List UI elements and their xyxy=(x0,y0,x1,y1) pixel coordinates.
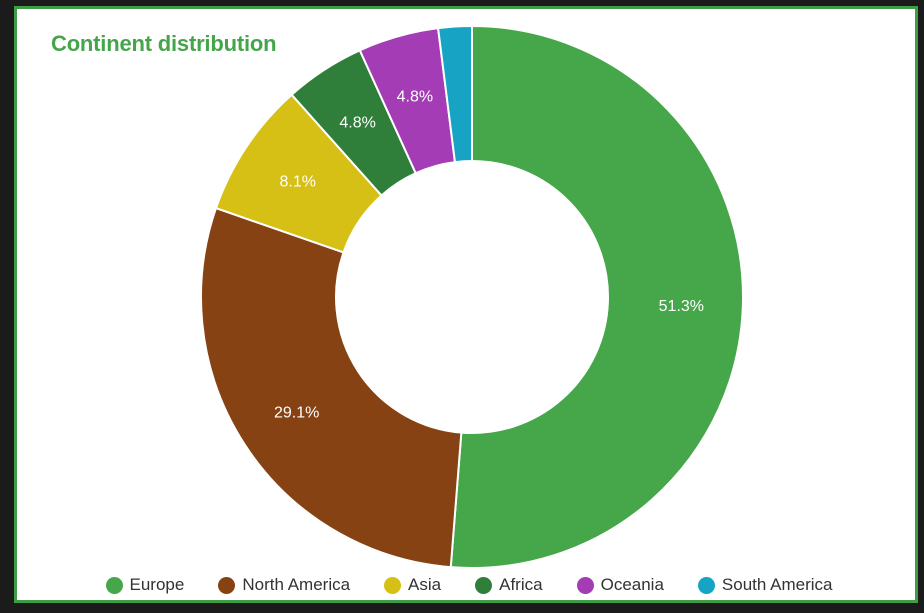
legend-item-north-america[interactable]: North America xyxy=(218,575,350,595)
slice-north-america[interactable] xyxy=(200,206,463,569)
legend-item-africa[interactable]: Africa xyxy=(475,575,543,595)
chart-card: Continent distribution 51.3% 29.1% 8.1% 4.8… xyxy=(14,6,918,603)
slice-label-oceania: 4.8% xyxy=(397,88,433,105)
donut-chart: 51.3% 29.1% 8.1% 4.8% 4.8% xyxy=(200,24,744,569)
slice-south-america[interactable] xyxy=(436,24,473,164)
legend-item-south-america[interactable]: South America xyxy=(697,575,833,595)
legend-swatch xyxy=(576,576,594,594)
chart-title: Continent distribution xyxy=(51,31,277,56)
chart-legend: Europe North America Asia Africa Oceania Sout… xyxy=(17,575,921,595)
legend-item-oceania[interactable]: Oceania xyxy=(576,575,664,595)
slice-label-asia: 8.1% xyxy=(280,174,316,191)
legend-label: Africa xyxy=(499,575,543,594)
legend-swatch xyxy=(384,576,402,594)
slice-label-north-america: 29.1% xyxy=(274,405,319,422)
legend-label: North America xyxy=(242,575,351,594)
legend-swatch xyxy=(218,576,236,594)
slice-europe[interactable] xyxy=(449,24,744,569)
legend-swatch xyxy=(475,576,493,594)
legend-label: Asia xyxy=(408,575,442,594)
slice-label-africa: 4.8% xyxy=(339,114,375,131)
legend-label: South America xyxy=(721,575,833,594)
legend-swatch xyxy=(105,576,123,594)
legend-item-europe[interactable]: Europe xyxy=(105,575,185,595)
slice-label-europe: 51.3% xyxy=(659,298,704,315)
legend-label: Oceania xyxy=(600,575,664,594)
legend-swatch xyxy=(697,576,715,594)
legend-item-asia[interactable]: Asia xyxy=(384,575,441,595)
legend-label: Europe xyxy=(129,575,185,594)
